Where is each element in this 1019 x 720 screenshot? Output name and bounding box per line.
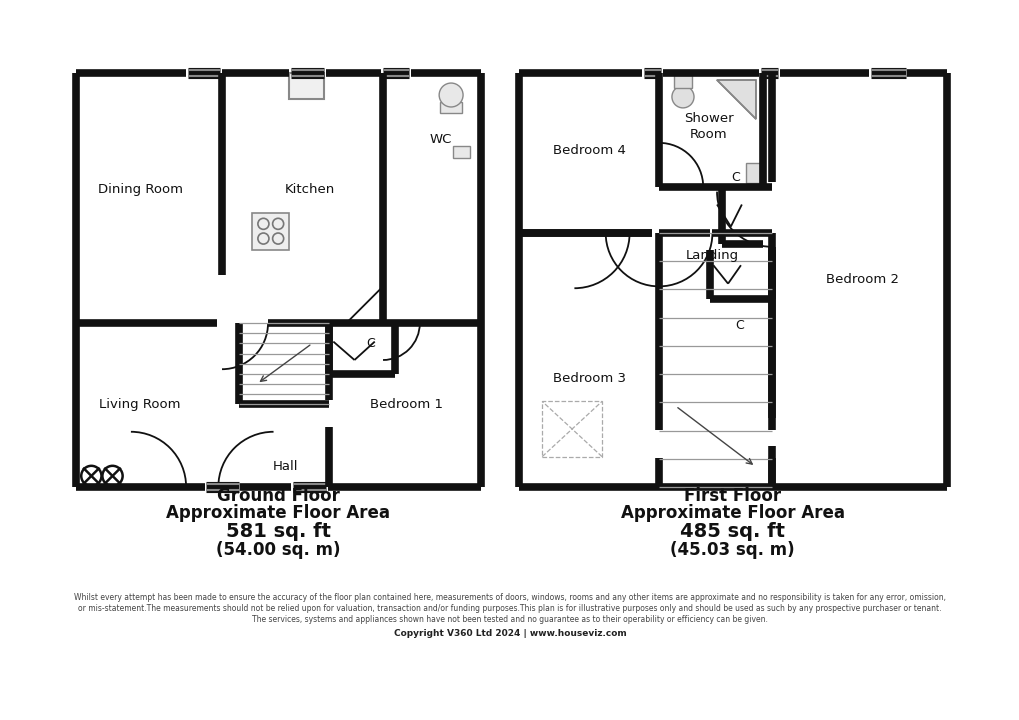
Text: Copyright V360 Ltd 2024 | www.houseviz.com: Copyright V360 Ltd 2024 | www.houseviz.c… <box>393 629 626 638</box>
Text: Bedroom 3: Bedroom 3 <box>552 372 625 385</box>
Text: Living Room: Living Room <box>99 397 180 410</box>
Text: C: C <box>366 337 374 350</box>
Text: Shower
Room: Shower Room <box>684 112 733 141</box>
Text: Ground Floor: Ground Floor <box>216 487 339 505</box>
Text: Approximate Floor Area: Approximate Floor Area <box>620 504 844 522</box>
Bar <box>439 102 462 114</box>
Text: WC: WC <box>429 132 451 145</box>
Bar <box>542 402 601 456</box>
Text: Dining Room: Dining Room <box>98 184 182 197</box>
Text: Kitchen: Kitchen <box>284 184 334 197</box>
Circle shape <box>439 83 463 107</box>
Text: (45.03 sq. m): (45.03 sq. m) <box>669 541 794 559</box>
Bar <box>452 145 469 158</box>
Text: Whilst every attempt has been made to ensure the accuracy of the floor plan cont: Whilst every attempt has been made to en… <box>74 593 945 602</box>
Bar <box>674 75 692 88</box>
Text: C: C <box>735 318 744 331</box>
Circle shape <box>672 86 693 108</box>
Bar <box>252 213 289 250</box>
Text: The services, systems and appliances shown have not been tested and no guarantee: The services, systems and appliances sho… <box>252 615 767 624</box>
Bar <box>746 163 759 184</box>
Text: Bedroom 2: Bedroom 2 <box>825 273 898 286</box>
Text: Bedroom 4: Bedroom 4 <box>552 144 625 157</box>
Text: 485 sq. ft: 485 sq. ft <box>680 521 785 541</box>
Text: or mis-statement.The measurements should not be relied upon for valuation, trans: or mis-statement.The measurements should… <box>78 604 941 613</box>
Text: Hall: Hall <box>272 460 298 473</box>
Text: Bedroom 1: Bedroom 1 <box>370 397 443 410</box>
Text: (54.00 sq. m): (54.00 sq. m) <box>216 541 340 559</box>
Bar <box>289 73 324 99</box>
Text: Approximate Floor Area: Approximate Floor Area <box>166 504 389 522</box>
Text: 581 sq. ft: 581 sq. ft <box>225 521 330 541</box>
Text: C: C <box>731 171 739 184</box>
Text: Landing: Landing <box>685 248 738 261</box>
Polygon shape <box>716 81 755 119</box>
Text: First Floor: First Floor <box>684 487 781 505</box>
